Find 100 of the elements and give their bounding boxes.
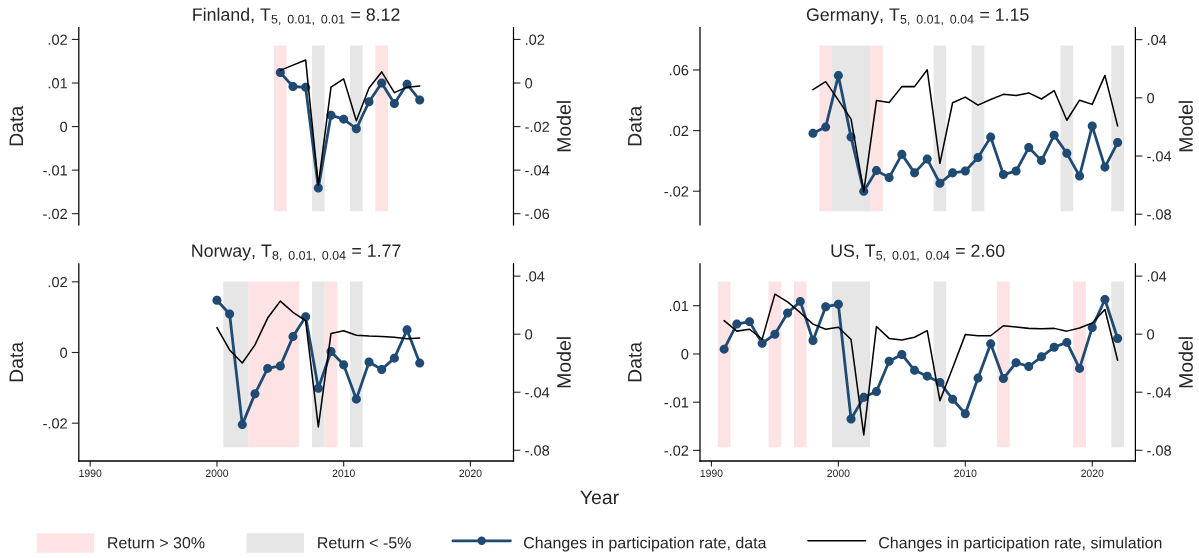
x-tick-label: 2000 xyxy=(205,469,229,477)
point xyxy=(948,394,958,404)
y-tick-label: -.02 xyxy=(664,186,689,197)
y2-tick-label: -.08 xyxy=(1147,445,1172,456)
point xyxy=(351,394,361,404)
y-tick-label: -.02 xyxy=(43,418,67,429)
y-tick-label: -.02 xyxy=(43,208,67,220)
point xyxy=(1062,337,1072,347)
x-tick-label: 2010 xyxy=(954,469,977,477)
point xyxy=(960,166,970,176)
point xyxy=(225,309,235,319)
point xyxy=(770,329,780,339)
point xyxy=(1036,156,1046,166)
point xyxy=(973,153,983,163)
point xyxy=(846,414,856,424)
point xyxy=(339,114,349,124)
point xyxy=(744,317,755,327)
point xyxy=(757,338,767,348)
x-tick-label: 2020 xyxy=(459,469,482,477)
chart-title: US, T$_{5, 0.01, 0.04}$ = 2.60 xyxy=(831,244,1005,262)
x-axis-title: Year xyxy=(580,490,619,505)
point xyxy=(1075,171,1085,181)
y2-tick-label: .02 xyxy=(525,34,545,45)
point xyxy=(402,325,412,335)
y-axis-title: Data xyxy=(628,105,642,146)
point xyxy=(833,71,843,81)
point xyxy=(1024,361,1034,372)
point xyxy=(884,173,894,183)
point xyxy=(389,98,399,108)
point xyxy=(821,302,831,312)
point xyxy=(364,357,374,367)
y-axis-title: Data xyxy=(628,341,642,382)
point xyxy=(821,122,831,132)
y-tick-label: .02 xyxy=(48,34,67,45)
x-tick-label: 2000 xyxy=(827,469,850,477)
point xyxy=(1049,130,1059,140)
y-tick-label: -.02 xyxy=(664,445,689,456)
y-tick-label: -.01 xyxy=(43,165,67,176)
y2-tick-label: 0 xyxy=(525,329,533,340)
y2-axis-title: Model xyxy=(1178,101,1193,152)
point xyxy=(377,78,387,88)
point xyxy=(275,361,285,371)
point xyxy=(364,97,374,107)
y2-tick-label: -.04 xyxy=(525,165,550,176)
x-tick-label: 2010 xyxy=(332,469,355,477)
y2-tick-label: .04 xyxy=(1147,34,1167,46)
y2-tick-label: -.06 xyxy=(525,208,550,220)
point xyxy=(808,128,818,138)
point xyxy=(351,124,361,134)
point xyxy=(377,364,387,374)
x-tick-label: 1990 xyxy=(79,469,102,477)
point xyxy=(986,132,996,142)
point xyxy=(986,339,996,349)
point xyxy=(339,360,349,370)
y-tick-label: .02 xyxy=(669,125,689,137)
point xyxy=(1062,148,1072,158)
point xyxy=(1024,143,1034,153)
y-tick-label: 0 xyxy=(60,347,68,358)
y2-tick-label: -.04 xyxy=(1147,151,1172,162)
y-axis-title: Data xyxy=(9,341,24,382)
point xyxy=(897,149,907,159)
legend-label: Return > 30% xyxy=(108,537,205,549)
y2-tick-label: .04 xyxy=(1147,271,1167,282)
y2-tick-label: -.08 xyxy=(1147,209,1172,220)
y2-tick-label: -.04 xyxy=(525,387,550,398)
y2-tick-label: -.04 xyxy=(1147,387,1172,398)
point xyxy=(910,365,920,375)
point xyxy=(389,353,399,363)
point xyxy=(275,68,285,78)
legend-label: Return < -5% xyxy=(318,537,411,549)
point xyxy=(795,296,805,306)
point xyxy=(1100,162,1110,172)
point xyxy=(973,373,983,383)
point xyxy=(1100,294,1110,304)
point xyxy=(998,374,1008,384)
point xyxy=(1075,363,1085,373)
point xyxy=(935,178,945,188)
point xyxy=(783,308,793,318)
point xyxy=(922,371,932,381)
point xyxy=(808,335,818,345)
point xyxy=(1011,166,1021,176)
point xyxy=(884,356,894,366)
y-tick-label: .01 xyxy=(48,78,67,89)
point xyxy=(922,154,932,164)
chart-title: Norway, T$_{8, 0.01, 0.04}$ = 1.77 xyxy=(192,244,401,262)
y2-tick-label: 0 xyxy=(525,78,533,89)
point xyxy=(212,295,222,305)
point xyxy=(1011,358,1021,368)
y-tick-label: 0 xyxy=(681,349,689,360)
point xyxy=(719,344,729,354)
point xyxy=(732,319,742,329)
point xyxy=(415,95,425,105)
x-tick-label: 1990 xyxy=(700,469,723,477)
point xyxy=(948,168,958,178)
y2-tick-label: 0 xyxy=(1147,329,1155,340)
y-tick-label: -.01 xyxy=(664,397,689,408)
y2-tick-label: -.02 xyxy=(525,121,550,132)
point xyxy=(250,389,260,399)
point xyxy=(1036,352,1046,362)
point xyxy=(313,383,323,393)
